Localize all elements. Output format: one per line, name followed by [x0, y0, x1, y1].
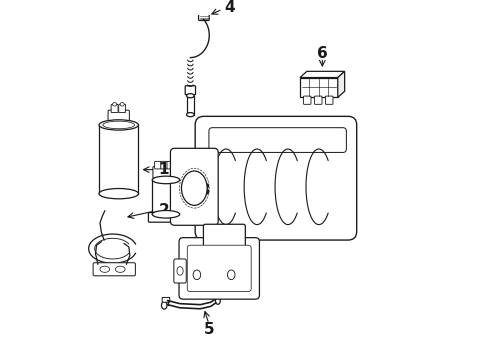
Ellipse shape [227, 270, 235, 280]
FancyBboxPatch shape [185, 86, 196, 95]
Text: 1: 1 [158, 162, 169, 177]
FancyBboxPatch shape [209, 128, 346, 152]
FancyBboxPatch shape [155, 161, 161, 169]
FancyBboxPatch shape [108, 110, 129, 122]
Ellipse shape [103, 121, 135, 129]
Ellipse shape [99, 120, 139, 130]
FancyBboxPatch shape [148, 212, 183, 222]
Polygon shape [338, 71, 344, 98]
Ellipse shape [187, 113, 194, 117]
FancyBboxPatch shape [119, 104, 125, 113]
Ellipse shape [113, 103, 117, 106]
Ellipse shape [152, 176, 180, 184]
Ellipse shape [100, 266, 110, 273]
Ellipse shape [177, 267, 183, 275]
Text: 4: 4 [224, 0, 235, 15]
Text: 5: 5 [204, 322, 214, 337]
FancyBboxPatch shape [325, 96, 333, 104]
FancyBboxPatch shape [174, 259, 186, 283]
Text: 3: 3 [199, 183, 210, 198]
FancyBboxPatch shape [153, 167, 179, 178]
Text: 6: 6 [317, 46, 328, 61]
Ellipse shape [162, 302, 167, 309]
Ellipse shape [99, 189, 139, 199]
FancyBboxPatch shape [111, 104, 118, 113]
FancyBboxPatch shape [179, 238, 259, 299]
FancyBboxPatch shape [303, 96, 311, 104]
FancyBboxPatch shape [171, 148, 218, 225]
Ellipse shape [120, 103, 124, 106]
Ellipse shape [152, 211, 180, 218]
FancyBboxPatch shape [93, 263, 135, 276]
FancyBboxPatch shape [315, 96, 322, 104]
FancyBboxPatch shape [195, 116, 357, 240]
Ellipse shape [193, 270, 201, 280]
FancyBboxPatch shape [300, 77, 338, 98]
FancyBboxPatch shape [161, 161, 168, 169]
Text: 2: 2 [158, 203, 169, 218]
FancyBboxPatch shape [162, 297, 170, 302]
FancyBboxPatch shape [187, 245, 251, 292]
Ellipse shape [216, 297, 220, 304]
FancyBboxPatch shape [203, 224, 245, 247]
FancyBboxPatch shape [198, 11, 209, 21]
FancyBboxPatch shape [167, 161, 173, 169]
Ellipse shape [116, 266, 125, 273]
Polygon shape [300, 71, 344, 77]
Ellipse shape [181, 171, 207, 205]
Ellipse shape [187, 94, 194, 98]
